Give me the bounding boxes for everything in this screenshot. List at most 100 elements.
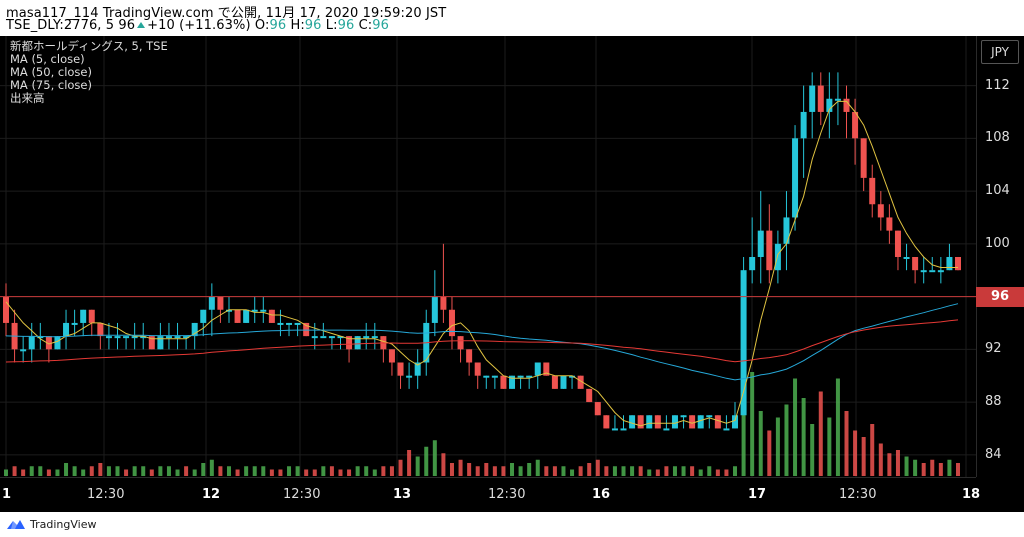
volume-bar xyxy=(475,466,480,476)
candle-body xyxy=(594,402,601,416)
volume-bar xyxy=(741,385,746,476)
volume-bar xyxy=(355,466,360,476)
candle-body xyxy=(183,336,190,339)
time-tick-label: 12:30 xyxy=(87,487,125,502)
volume-bar xyxy=(904,456,909,476)
volume-bar xyxy=(218,466,223,476)
candle-body xyxy=(191,322,198,337)
ohlc-low-value: 96 xyxy=(337,18,355,33)
volume-bar xyxy=(81,469,86,476)
volume-bar xyxy=(672,466,677,476)
volume-bar xyxy=(338,469,343,476)
candle-body xyxy=(543,362,550,376)
volume-bar xyxy=(801,398,806,476)
volume-bar xyxy=(690,466,695,476)
tradingview-logo-icon xyxy=(7,520,25,529)
candle-body xyxy=(817,85,824,112)
volume-bar xyxy=(638,466,643,476)
price-tick-label: 88 xyxy=(985,394,1002,410)
volume-bar xyxy=(630,466,635,476)
candle-body xyxy=(757,230,764,257)
legend-ma5[interactable]: MA (5, close) xyxy=(10,52,85,66)
price-tick-label: 104 xyxy=(985,183,1010,199)
candle-body xyxy=(388,349,395,363)
volume-bar xyxy=(304,469,309,476)
candle-body xyxy=(697,415,704,429)
volume-bar xyxy=(895,450,900,476)
snapshot-footer: TradingView xyxy=(0,512,1024,537)
candle-body xyxy=(886,217,893,231)
candle-body xyxy=(466,349,473,363)
candle-body xyxy=(225,309,232,312)
volume-bar xyxy=(441,453,446,476)
legend-ma50[interactable]: MA (50, close) xyxy=(10,65,92,79)
candle-body xyxy=(920,270,927,273)
legend-ma75[interactable]: MA (75, close) xyxy=(10,78,92,92)
candle-body xyxy=(843,98,850,112)
volume-bar xyxy=(398,459,403,476)
currency-button[interactable]: JPY xyxy=(981,40,1019,64)
legend-title: 新都ホールディングス, 5, TSE xyxy=(10,39,168,53)
volume-bar xyxy=(381,466,386,476)
time-tick-label: 12 xyxy=(202,487,221,502)
candle-body xyxy=(45,336,52,350)
volume-bar xyxy=(510,463,515,476)
candle-body xyxy=(792,138,799,218)
time-axis[interactable]: 1 12:30 12 12:30 13 12:30 16 17 12:30 18 xyxy=(0,477,980,513)
price-axis[interactable]: 112 108 104 100 92 88 84 xyxy=(976,36,1024,477)
candle-body xyxy=(448,309,455,337)
candle-body xyxy=(346,336,353,350)
price-plot[interactable] xyxy=(0,36,976,477)
volume-bar xyxy=(715,469,720,476)
legend-volume[interactable]: 出来高 xyxy=(10,91,45,105)
volume-bar xyxy=(707,466,712,476)
volume-bar xyxy=(870,424,875,476)
volume-bar xyxy=(612,466,617,476)
candle-body xyxy=(97,322,104,337)
volume-bar xyxy=(835,378,840,476)
chart-frame: 新都ホールディングス, 5, TSE MA (5, close) MA (50,… xyxy=(0,36,1024,512)
time-tick-label: 16 xyxy=(592,487,611,502)
candle-body xyxy=(165,336,172,339)
candle-body xyxy=(671,415,678,429)
volume-bar xyxy=(141,466,146,476)
candle-body xyxy=(783,217,790,244)
volume-bar xyxy=(561,466,566,476)
candle-body xyxy=(929,270,936,273)
candle-body xyxy=(903,257,910,259)
price-tick-label: 100 xyxy=(985,235,1010,251)
volume-bar xyxy=(38,466,43,476)
volume-bar xyxy=(184,466,189,476)
tradingview-brand[interactable]: TradingView xyxy=(6,517,96,531)
volume-bar xyxy=(861,437,866,476)
volume-bar xyxy=(278,469,283,476)
volume-bar xyxy=(166,466,171,476)
symbol-quote-line: TSE_DLY:2776, 5 96 +10 (+11.63%) O:96 H:9… xyxy=(6,18,389,33)
volume-bar xyxy=(132,466,137,476)
candle-body xyxy=(234,309,241,323)
candle-body xyxy=(371,336,378,339)
volume-bar xyxy=(158,466,163,476)
candle-body xyxy=(251,309,258,312)
volume-bar xyxy=(578,466,583,476)
ma75-line xyxy=(5,319,959,363)
ohlc-close-label: C: xyxy=(358,18,373,33)
candle-body xyxy=(877,204,884,218)
candle-body xyxy=(157,336,164,350)
volume-bar xyxy=(921,463,926,476)
volume-bar xyxy=(252,466,257,476)
volume-bar xyxy=(21,469,26,476)
volume-bar xyxy=(664,466,669,476)
price-tick-label: 92 xyxy=(985,341,1002,357)
candle-body xyxy=(654,415,661,429)
candle-body xyxy=(749,257,756,271)
candle-body xyxy=(354,336,361,350)
volume-bar xyxy=(29,466,34,476)
candle-body xyxy=(637,415,644,429)
candle-body xyxy=(766,230,773,271)
candle-body xyxy=(826,98,833,112)
candle-body xyxy=(517,375,524,378)
volume-bar xyxy=(681,466,686,476)
volume-bar xyxy=(424,446,429,476)
candle-body xyxy=(114,336,121,339)
